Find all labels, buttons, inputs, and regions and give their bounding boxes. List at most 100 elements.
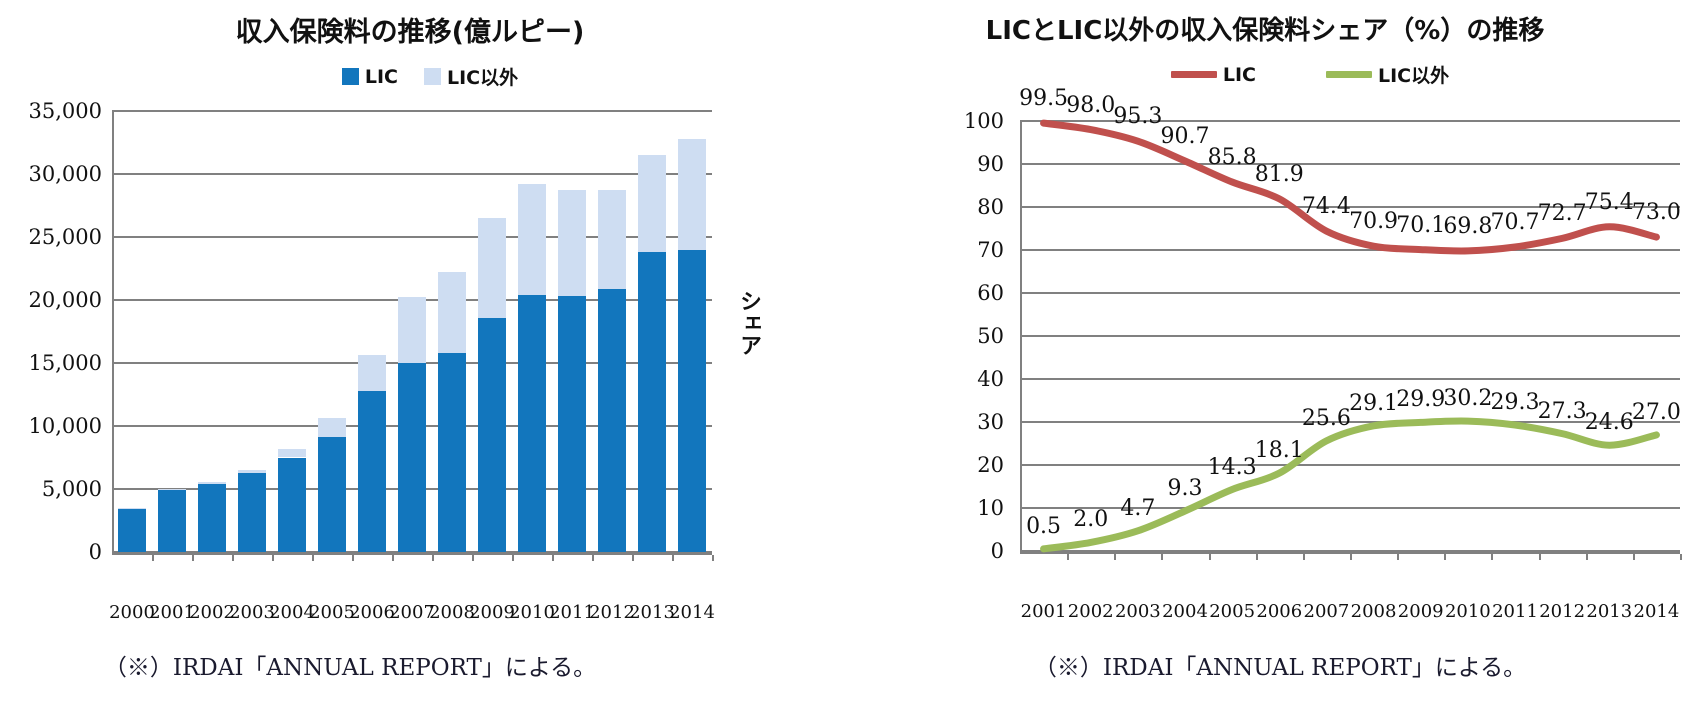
data-point-label: 85.8 bbox=[1207, 145, 1257, 171]
gridline bbox=[1020, 378, 1680, 380]
data-point-label: 90.7 bbox=[1160, 123, 1210, 149]
right-chart-ylabel: シェア bbox=[736, 290, 761, 356]
left-plot-area: 0 5,000 10,000 15,000 20,000 25,000 30,000 35,0… bbox=[0, 0, 800, 718]
x-axis-tickmark bbox=[1397, 554, 1400, 560]
x-axis-tickmark bbox=[1161, 554, 1164, 560]
y-axis-tick-label: 20 bbox=[977, 453, 1004, 477]
data-point-label: 4.7 bbox=[1120, 495, 1156, 521]
x-axis-tickmark bbox=[552, 555, 554, 561]
legend-swatch-icon bbox=[341, 68, 359, 85]
legend-label-other: LIC以外 bbox=[447, 67, 519, 89]
gridline bbox=[1020, 249, 1680, 251]
data-point-label: 27.0 bbox=[1631, 399, 1681, 425]
gridline bbox=[112, 173, 712, 175]
bar-segment bbox=[197, 482, 227, 484]
x-axis-tick-label: 2009 bbox=[469, 602, 515, 623]
bar-segment bbox=[677, 138, 707, 250]
x-axis-tick-label: 2003 bbox=[1114, 601, 1161, 622]
gridline bbox=[1020, 206, 1680, 208]
x-axis-tickmark bbox=[232, 555, 234, 561]
x-axis-line bbox=[112, 552, 712, 555]
gridline bbox=[1020, 163, 1680, 165]
line-series-path bbox=[1040, 119, 1660, 255]
x-axis-tick-label: 2013 bbox=[1586, 601, 1633, 622]
legend-item-other: LIC以外 bbox=[1326, 61, 1449, 88]
legend-label-lic: LIC bbox=[1222, 63, 1256, 86]
data-point-label: 29.3 bbox=[1490, 390, 1540, 415]
x-axis-line bbox=[1020, 551, 1680, 554]
legend-label-lic: LIC bbox=[364, 65, 398, 88]
y-axis-line bbox=[112, 111, 114, 555]
bar-segment bbox=[597, 190, 627, 289]
data-point-label: 98.0 bbox=[1066, 92, 1116, 118]
x-axis-tick-label: 2003 bbox=[229, 602, 275, 623]
y-axis-tick-label: 100 bbox=[963, 109, 1004, 133]
data-point-label: 70.9 bbox=[1349, 209, 1399, 235]
left-chart-footnote: （※）IRDAI「ANNUAL REPORT」による。 bbox=[103, 655, 597, 681]
legend-label-other: LIC以外 bbox=[1378, 65, 1450, 87]
data-point-label: 2.0 bbox=[1073, 507, 1109, 533]
x-axis-tickmark bbox=[1067, 554, 1070, 560]
x-axis-tickmark bbox=[1632, 554, 1635, 560]
x-axis-tick-label: 2008 bbox=[429, 602, 475, 623]
x-axis-tick-label: 2006 bbox=[1256, 601, 1303, 622]
legend-line-icon bbox=[1170, 71, 1217, 78]
x-axis-tickmark bbox=[712, 555, 714, 561]
x-axis-tick-label: 2012 bbox=[1539, 601, 1586, 622]
bar-segment bbox=[197, 483, 227, 552]
y-axis-tick-label: 60 bbox=[977, 281, 1004, 305]
bar-segment bbox=[397, 363, 427, 552]
x-axis-tick-label: 2011 bbox=[1492, 601, 1538, 622]
bar-segment bbox=[237, 469, 267, 473]
bar-segment bbox=[317, 418, 347, 438]
x-axis-tick-label: 2007 bbox=[1303, 601, 1350, 622]
x-axis-tick-label: 2006 bbox=[349, 602, 395, 623]
right-chart-legend: LIC LIC以外 bbox=[920, 61, 1700, 88]
x-axis-tickmark bbox=[152, 555, 154, 561]
x-axis-tick-label: 2012 bbox=[589, 602, 635, 623]
x-axis-tick-label: 2014 bbox=[669, 602, 715, 623]
data-point-label: 18.1 bbox=[1254, 438, 1304, 464]
x-axis-tick-label: 2001 bbox=[1020, 601, 1067, 622]
x-axis-tick-label: 2004 bbox=[1162, 601, 1208, 622]
gridline bbox=[1020, 464, 1680, 466]
left-chart-title: 収入保険料の推移(億ルピー) bbox=[235, 17, 585, 48]
y-axis-tick-label: 20,000 bbox=[28, 288, 102, 312]
x-axis-tick-label: 2013 bbox=[629, 602, 675, 623]
legend-swatch-icon bbox=[424, 68, 441, 85]
gridline bbox=[112, 110, 712, 112]
gridline bbox=[1020, 292, 1680, 294]
bar-segment bbox=[597, 288, 627, 552]
data-point-label: 69.8 bbox=[1443, 213, 1493, 239]
right-chart-title: LICとLIC以外の収入保険料シェア（%）の推移 bbox=[985, 16, 1545, 46]
y-axis-tick-label: 90 bbox=[977, 152, 1004, 176]
data-point-label: 95.3 bbox=[1113, 104, 1163, 130]
y-axis-tick-label: 40 bbox=[977, 367, 1004, 391]
x-axis-tickmark bbox=[1491, 554, 1494, 560]
x-axis-tick-label: 2008 bbox=[1350, 601, 1397, 622]
y-axis-tick-label: 15,000 bbox=[28, 351, 102, 375]
bar-segment bbox=[237, 472, 267, 552]
bar-segment bbox=[557, 296, 587, 552]
x-axis-tickmark bbox=[1208, 554, 1211, 560]
bar-segment bbox=[517, 294, 547, 552]
bar-segment bbox=[637, 252, 667, 552]
bar-segment bbox=[117, 508, 147, 552]
x-axis-tick-label: 2014 bbox=[1633, 601, 1680, 622]
y-axis-tick-label: 35,000 bbox=[28, 99, 102, 123]
x-axis-tick-label: 2005 bbox=[309, 602, 355, 623]
x-axis-tick-label: 2002 bbox=[189, 602, 235, 623]
y-axis-tick-label: 0 bbox=[990, 539, 1004, 563]
y-axis-line bbox=[1020, 121, 1022, 554]
bar-segment bbox=[357, 390, 387, 552]
y-axis-tick-label: 5,000 bbox=[41, 477, 102, 501]
data-point-label: 73.0 bbox=[1631, 200, 1681, 226]
x-axis-tickmark bbox=[1444, 554, 1447, 560]
data-point-label: 70.1 bbox=[1396, 212, 1446, 238]
x-axis-tickmark bbox=[352, 555, 354, 561]
x-axis-tick-label: 2010 bbox=[509, 602, 555, 623]
y-axis-tick-label: 30,000 bbox=[28, 162, 102, 186]
data-point-label: 29.9 bbox=[1396, 387, 1446, 413]
x-axis-tickmark bbox=[392, 555, 394, 561]
